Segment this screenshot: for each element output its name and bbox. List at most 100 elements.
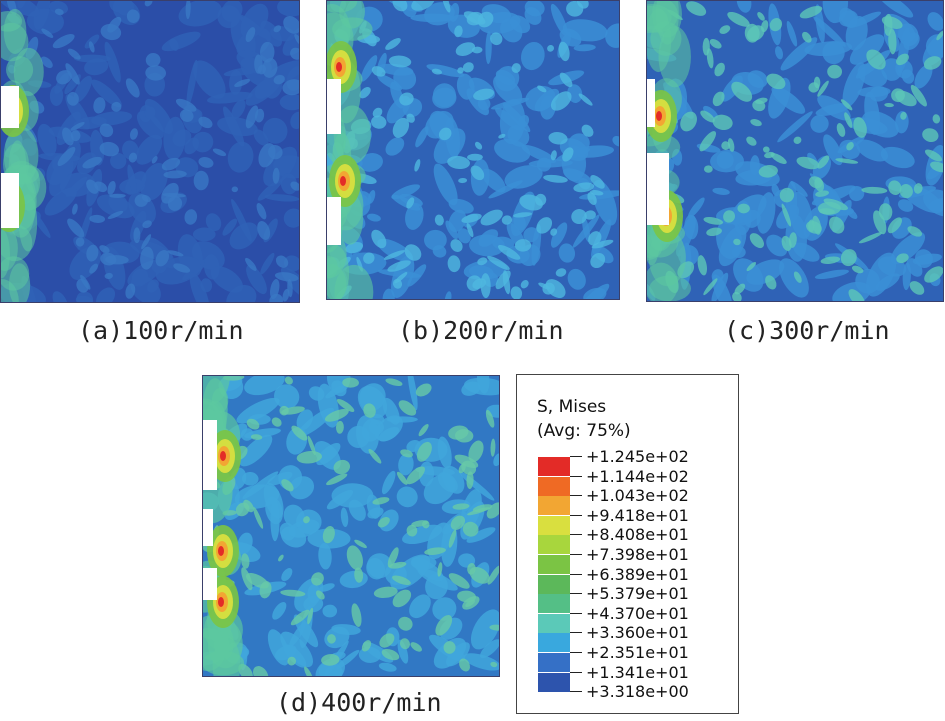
contour-patch [392, 117, 410, 138]
contour-patch [49, 85, 64, 106]
contour-patch [291, 425, 308, 441]
legend-tick [570, 475, 582, 477]
contour-patch [245, 257, 257, 271]
contour-patch [161, 157, 181, 171]
contour-patch [287, 656, 297, 666]
contour-patch [107, 210, 124, 220]
contour-patch [558, 41, 570, 62]
contour-patch [686, 1, 707, 16]
contour-patch [891, 88, 905, 103]
contour-patch [762, 146, 770, 153]
contour-patch [347, 425, 370, 449]
contour-patch [746, 25, 765, 42]
contour-patch [84, 34, 100, 49]
contour-patch [548, 132, 568, 145]
legend-swatch [538, 535, 570, 555]
contour-patch [385, 137, 405, 156]
contour-patch [240, 3, 269, 39]
stress-contour-c [647, 1, 943, 301]
contour-patch [846, 142, 854, 151]
contour-patch [402, 524, 443, 545]
contour-patch [107, 180, 116, 195]
contour-patch [104, 272, 113, 280]
contour-patch [167, 250, 184, 257]
contour-patch [448, 209, 467, 233]
edge-stress-zone [203, 650, 245, 676]
contour-patch [746, 261, 757, 272]
contour-patch [680, 111, 697, 132]
contour-patch [406, 439, 421, 453]
stress-concentration [218, 546, 224, 556]
contour-patch [736, 1, 752, 13]
contour-patch [490, 97, 530, 110]
contour-patch [141, 234, 152, 250]
contour-patch [52, 34, 75, 49]
contour-patch [260, 252, 275, 275]
contour-patch [372, 497, 390, 505]
contour-patch [448, 573, 470, 589]
notch-cutout [647, 79, 655, 127]
contour-patch [896, 53, 909, 66]
contour-patch [272, 601, 287, 620]
contour-patch [781, 203, 792, 227]
contour-patch [282, 288, 290, 302]
contour-patch [335, 420, 344, 434]
contour-patch [770, 152, 787, 165]
contour-patch [67, 48, 81, 60]
contour-patch [550, 228, 558, 236]
contour-patch [371, 115, 387, 129]
contour-patch [392, 589, 412, 608]
contour-patch [250, 434, 263, 440]
contour-patch [543, 174, 568, 183]
contour-patch [467, 507, 490, 516]
contour-patch [467, 562, 476, 575]
contour-patch [244, 376, 285, 396]
legend-label: +1.245e+02 [586, 447, 689, 466]
contour-patch [392, 575, 411, 586]
contour-patch [359, 87, 371, 99]
contour-patch [263, 146, 298, 187]
contour-patch [321, 654, 340, 666]
contour-patch [240, 428, 254, 441]
contour-patch [280, 589, 306, 597]
contour-patch [432, 87, 457, 109]
legend-title: S, Mises [537, 397, 607, 417]
contour-patch [550, 222, 568, 248]
contour-patch [536, 217, 553, 234]
contour-patch [72, 203, 78, 215]
edge-stress-zone [649, 275, 691, 301]
contour-patch [897, 199, 914, 212]
contour-patch [447, 155, 470, 170]
contour-patch [136, 110, 164, 140]
notch-cutout [1, 173, 19, 228]
contour-patch [135, 134, 163, 165]
contour-patch [766, 73, 786, 90]
contour-patch [144, 98, 174, 134]
contour-patch [700, 110, 715, 123]
legend-swatch [538, 555, 570, 574]
contour-patch [808, 176, 823, 189]
contour-patch [461, 460, 477, 475]
contour-patch [396, 471, 408, 485]
notch-cutout [203, 568, 217, 600]
contour-patch [930, 161, 943, 173]
contour-patch [99, 141, 120, 157]
legend-label: +3.360e+01 [586, 623, 689, 643]
contour-patch [264, 194, 299, 202]
contour-patch [278, 554, 284, 562]
contour-patch [562, 147, 574, 162]
contour-patch [485, 409, 495, 428]
contour-patch [468, 440, 484, 463]
legend-row: +8.408e+01 [538, 525, 738, 555]
contour-patch [245, 27, 256, 43]
contour-patch [324, 408, 349, 422]
contour-patch [502, 102, 531, 133]
contour-patch [706, 48, 714, 69]
contour-patch [89, 214, 106, 223]
contour-patch [155, 250, 170, 267]
contour-patch [925, 34, 943, 59]
contour-patch [396, 486, 418, 508]
stress-concentration [220, 451, 226, 461]
contour-patch [409, 594, 431, 619]
contour-patch [275, 255, 289, 268]
